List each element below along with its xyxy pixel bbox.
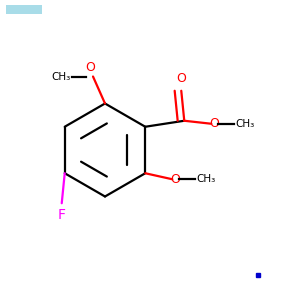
Text: CH₃: CH₃	[51, 71, 70, 82]
Text: CH₃: CH₃	[235, 119, 254, 129]
Text: CH₃: CH₃	[196, 174, 215, 184]
Text: O: O	[170, 173, 180, 186]
FancyBboxPatch shape	[6, 5, 42, 14]
Text: O: O	[209, 117, 219, 130]
Text: O: O	[85, 61, 95, 74]
Text: F: F	[58, 208, 66, 222]
Text: O: O	[176, 72, 186, 85]
